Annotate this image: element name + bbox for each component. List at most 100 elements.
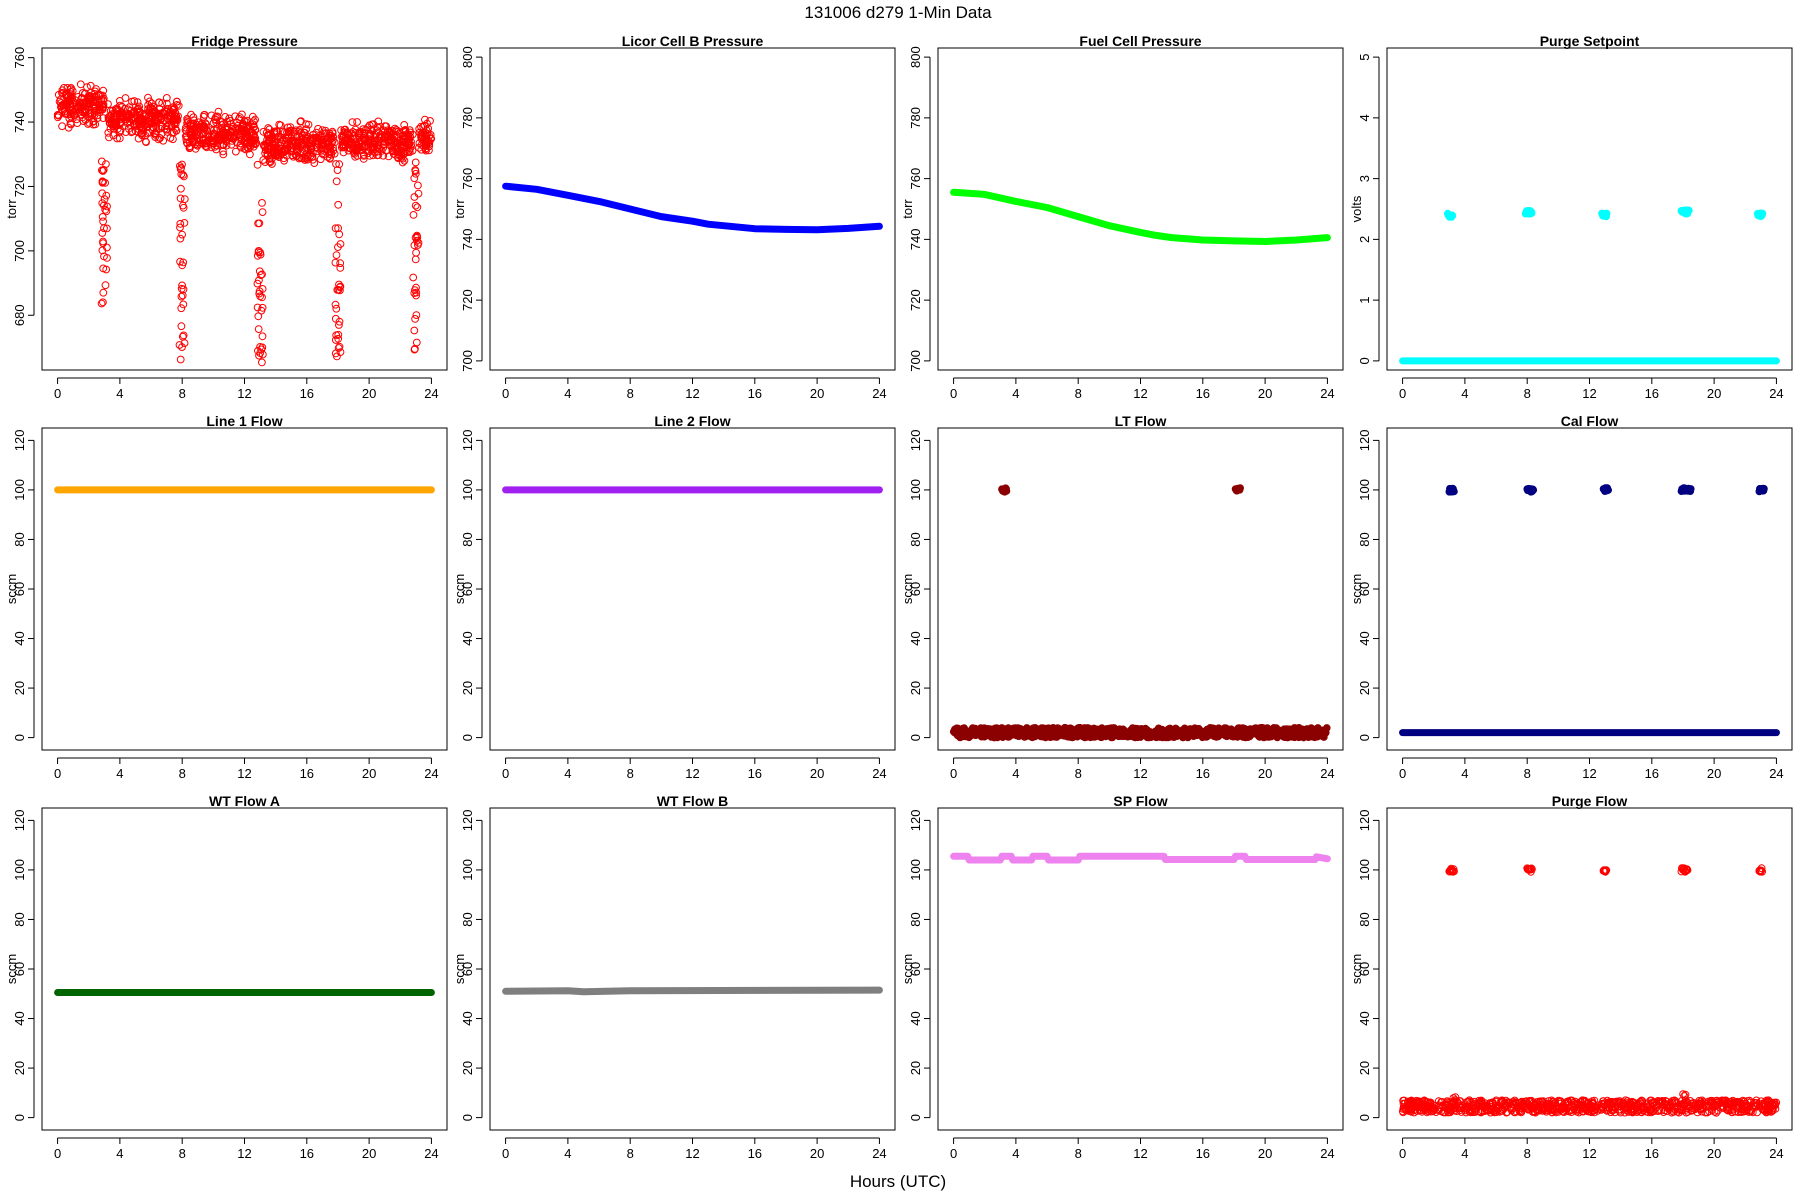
data-point bbox=[1185, 727, 1194, 735]
data-point bbox=[58, 122, 66, 131]
data-point bbox=[1420, 1103, 1429, 1112]
data-point bbox=[237, 136, 246, 144]
data-point bbox=[1203, 725, 1211, 734]
x-tick-label: 16 bbox=[1645, 766, 1659, 781]
data-point bbox=[273, 128, 282, 136]
data-point bbox=[180, 172, 188, 181]
data-point bbox=[1574, 1101, 1583, 1110]
y-tick-label: 120 bbox=[460, 810, 475, 832]
data-point bbox=[1178, 729, 1187, 737]
data-point bbox=[1638, 1102, 1647, 1111]
data-point bbox=[101, 205, 110, 214]
y-tick-label: 80 bbox=[908, 912, 923, 926]
data-point bbox=[99, 237, 107, 246]
x-tick-label: 4 bbox=[564, 386, 571, 401]
data-point bbox=[412, 311, 421, 320]
data-point bbox=[983, 724, 992, 733]
data-point bbox=[177, 170, 186, 179]
x-tick-label: 12 bbox=[1582, 1146, 1596, 1161]
y-tick-label: 100 bbox=[1357, 859, 1372, 881]
y-axis-title: sccm bbox=[452, 574, 467, 604]
data-point bbox=[71, 106, 80, 114]
data-point bbox=[1508, 1104, 1517, 1113]
data-point bbox=[413, 233, 422, 242]
data-point bbox=[275, 120, 284, 129]
x-tick-label: 4 bbox=[1461, 1146, 1468, 1161]
data-point bbox=[145, 128, 154, 137]
data-point bbox=[390, 124, 399, 133]
x-tick-label: 0 bbox=[1399, 386, 1406, 401]
data-point bbox=[1117, 726, 1126, 734]
x-tick-label: 0 bbox=[502, 1146, 509, 1161]
data-point bbox=[102, 191, 111, 200]
data-point bbox=[254, 312, 263, 321]
data-point bbox=[399, 134, 407, 142]
data-point bbox=[418, 132, 427, 141]
data-point bbox=[148, 105, 157, 113]
panel-title: Purge Flow bbox=[1552, 793, 1628, 809]
data-point bbox=[1692, 1104, 1700, 1113]
data-point bbox=[1604, 486, 1612, 494]
x-tick-label: 0 bbox=[1399, 766, 1406, 781]
data-point bbox=[993, 725, 1002, 734]
data-point bbox=[349, 128, 357, 136]
x-tick-label: 16 bbox=[1645, 1146, 1659, 1161]
y-tick-label: 1 bbox=[1357, 297, 1372, 304]
y-axis-title: torr bbox=[4, 199, 19, 219]
data-point bbox=[266, 158, 275, 167]
data-point bbox=[110, 112, 118, 121]
data-point bbox=[392, 125, 401, 134]
data-point bbox=[411, 167, 420, 176]
data-point bbox=[183, 139, 192, 148]
data-point bbox=[105, 133, 113, 142]
data-point bbox=[103, 224, 111, 233]
data-point bbox=[1039, 732, 1047, 741]
panel-10: SP Flow sccm 0 4 8 12 16 20 24 0 20 40 60 80 100 120 bbox=[900, 793, 1344, 1161]
data-point bbox=[172, 97, 181, 106]
data-point bbox=[77, 110, 85, 119]
data-point bbox=[98, 189, 107, 198]
data-point bbox=[1002, 487, 1011, 495]
data-point bbox=[1603, 1106, 1611, 1115]
data-point bbox=[335, 321, 343, 329]
data-point bbox=[331, 336, 340, 344]
data-point bbox=[1681, 1090, 1690, 1099]
data-point bbox=[409, 273, 418, 282]
data-point bbox=[1429, 1106, 1437, 1115]
x-tick-label: 4 bbox=[1012, 386, 1019, 401]
data-point bbox=[1527, 209, 1536, 217]
data-point bbox=[1155, 727, 1164, 736]
data-point bbox=[104, 115, 113, 124]
x-tick-label: 20 bbox=[1258, 386, 1272, 401]
data-point bbox=[400, 149, 409, 158]
data-point bbox=[1684, 1108, 1692, 1116]
data-point bbox=[339, 143, 348, 152]
data-point bbox=[316, 155, 325, 164]
x-tick-label: 20 bbox=[810, 386, 824, 401]
data-point bbox=[123, 113, 131, 122]
series-line bbox=[950, 188, 1331, 245]
data-point bbox=[404, 136, 413, 144]
data-point bbox=[272, 148, 281, 157]
y-axis-title: torr bbox=[452, 199, 467, 219]
y-tick-label: 120 bbox=[1357, 430, 1372, 452]
data-point bbox=[98, 166, 106, 175]
data-point bbox=[162, 94, 171, 102]
data-point bbox=[1642, 1107, 1651, 1116]
data-point bbox=[255, 267, 264, 276]
x-tick-label: 24 bbox=[1320, 386, 1334, 401]
data-point bbox=[302, 125, 311, 134]
data-point bbox=[334, 200, 343, 209]
data-point bbox=[1292, 727, 1300, 736]
x-tick-label: 12 bbox=[237, 766, 251, 781]
data-point bbox=[1448, 211, 1457, 220]
data-point bbox=[123, 118, 132, 126]
data-point bbox=[54, 90, 63, 99]
data-point bbox=[332, 304, 341, 313]
y-tick-label: 100 bbox=[908, 479, 923, 501]
data-point bbox=[262, 128, 271, 137]
y-tick-label: 5 bbox=[1357, 53, 1372, 60]
data-point bbox=[100, 252, 108, 261]
data-point bbox=[54, 111, 63, 120]
